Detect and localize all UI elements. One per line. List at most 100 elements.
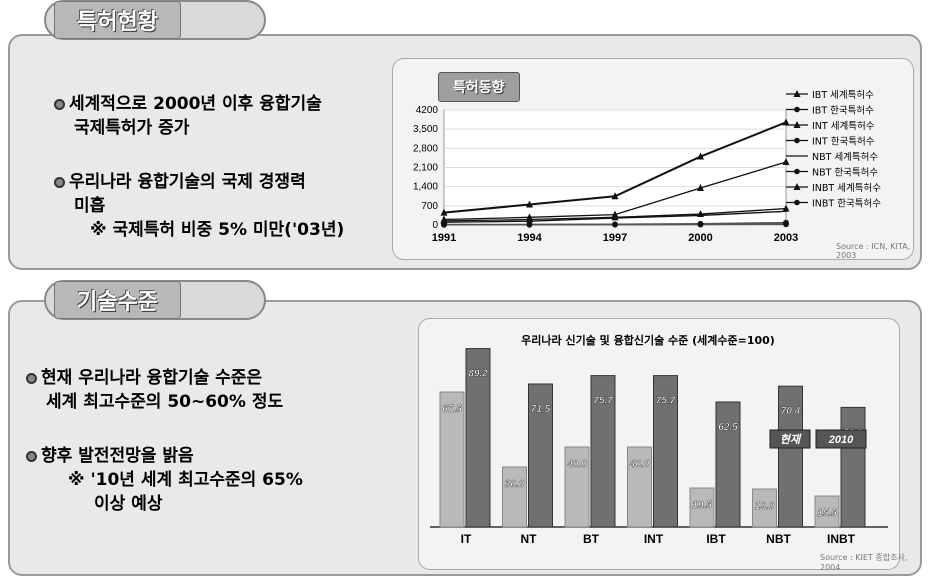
bar-chart-title: 우리나라 신기술 및 융합신기술 수준 (세계수준=100): [521, 333, 775, 347]
legend-2010-label: 2010: [828, 434, 854, 446]
category-label: INT: [644, 532, 664, 546]
data-point: [783, 221, 789, 227]
patent-status-title: 특허현황: [54, 1, 181, 39]
bar-current: [439, 391, 465, 528]
x-tick-label: 1997: [603, 232, 627, 244]
bar-label: 19.0: [755, 501, 775, 512]
legend-marker: [794, 137, 800, 144]
bar-current: [502, 466, 527, 528]
bar-current: [627, 446, 652, 528]
data-point: [611, 192, 619, 200]
bar-current: [752, 488, 777, 528]
chart1-source: Source : ICN, KITA, 2003: [836, 242, 911, 260]
category-label: BT: [583, 532, 600, 546]
legend-marker: [793, 121, 801, 128]
legend-marker: [794, 168, 800, 175]
y-tick-label: 700: [421, 201, 438, 212]
bar-label: 40.0: [629, 459, 650, 470]
legend-label: NBT 한국특허수: [812, 168, 878, 179]
data-point: [697, 184, 704, 192]
data-point: [782, 118, 790, 126]
data-point: [611, 213, 619, 221]
x-tick-label: 2003: [774, 232, 798, 244]
bullet-1: 세계적으로 2000년 이후 융합기술 국제특허가 증가: [54, 92, 322, 140]
bullet-icon: [54, 177, 65, 188]
data-point: [697, 152, 704, 160]
y-tick-label: 4200: [416, 105, 439, 116]
bar-label: 75.7: [656, 396, 676, 407]
data-point: [526, 200, 533, 208]
category-label: IT: [461, 532, 472, 546]
bar-label: 67.5: [442, 404, 462, 415]
bullet-3: 현재 우리나라 융합기술 수준은 세계 최고수준의 50~60% 정도: [26, 366, 283, 414]
bar-label: 19.5: [692, 500, 712, 511]
legend-marker: [794, 106, 800, 113]
patent-status-tab: 특허현황: [44, 0, 266, 40]
bar-label: 75.7: [593, 396, 613, 407]
category-label: NBT: [766, 532, 791, 546]
bar-label: 15.5: [817, 508, 837, 519]
data-point: [440, 208, 448, 216]
legend-label: IBT 한국특허수: [812, 106, 874, 117]
bar-2010: [465, 348, 491, 528]
legend-label: INT 세계특허수: [812, 120, 875, 132]
bar-2010: [840, 406, 866, 528]
data-point: [697, 221, 704, 228]
chart2-source: Source : KIET 종합조사, 2004: [820, 553, 908, 572]
bar-label: 71.5: [531, 404, 551, 415]
y-tick-label: 2,800: [413, 143, 438, 154]
bar-2010: [590, 375, 616, 528]
bar-2010: [778, 385, 803, 528]
legend-current: [769, 429, 811, 449]
bar-current: [564, 446, 590, 528]
data-point: [526, 221, 533, 228]
bullet-icon: [26, 373, 37, 384]
bullet-4: 향후 발전전망을 밝음 ※ '10년 세계 최고수준의 65% 이상 예상: [26, 444, 303, 516]
category-label: NT: [521, 532, 538, 546]
bar-label: 62.5: [718, 422, 738, 433]
bar-current: [689, 487, 715, 528]
bar-label: 89.2: [468, 369, 488, 380]
tech-level-title: 기술수준: [54, 281, 181, 319]
bar-2010: [715, 401, 741, 528]
data-point: [440, 216, 448, 224]
legend-marker: [794, 199, 800, 206]
legend-label: IBT 세계특허수: [812, 89, 874, 101]
legend-label: INBT 한국특허수: [812, 199, 881, 210]
category-label: INBT: [827, 532, 856, 546]
data-point: [782, 158, 790, 166]
x-tick-label: 2000: [688, 232, 712, 244]
patent-trend-label: 특허동향: [438, 72, 520, 102]
y-tick-label: 2,100: [413, 163, 438, 174]
bar-label: 40.0: [566, 459, 587, 470]
x-tick-label: 1994: [517, 232, 542, 244]
data-point: [612, 221, 618, 228]
y-tick-label: 0: [432, 220, 438, 231]
y-tick-label: 3,500: [413, 124, 438, 135]
bullet-icon: [26, 451, 37, 462]
data-point: [782, 204, 790, 212]
bar-label: 70.4: [781, 406, 801, 417]
bar-label: 30.0: [505, 479, 525, 490]
category-label: IBT: [706, 532, 726, 546]
bar-current: [814, 495, 840, 528]
data-point: [697, 210, 704, 218]
bar-2010: [653, 375, 678, 528]
legend-2010: [815, 429, 867, 449]
bar-2010: [528, 383, 553, 528]
legend-label: INBT 세계특허수: [812, 182, 881, 194]
bullet-icon: [54, 99, 65, 110]
x-tick-label: 1991: [432, 232, 456, 244]
legend-marker: [793, 183, 801, 190]
tech-level-tab: 기술수준: [44, 280, 266, 320]
legend-label: INT 한국특허수: [812, 137, 875, 148]
y-tick-label: 1,400: [413, 182, 438, 193]
bullet-2: 우리나라 융합기술의 국제 경쟁력 미흡 ※ 국제특허 비중 5% 미만('03…: [54, 170, 344, 242]
data-point: [526, 215, 533, 223]
legend-current-label: 현재: [780, 433, 802, 446]
data-point: [441, 222, 447, 228]
legend-marker: [793, 90, 801, 97]
legend-label: NBT 세계특허수: [812, 151, 878, 163]
